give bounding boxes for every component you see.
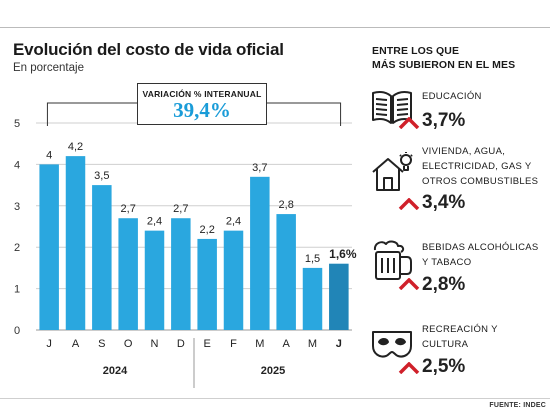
theater-mask-icon [372,331,412,358]
category-label: RECREACIÓN Y CULTURA [422,322,498,352]
beer-mug-icon [373,240,412,280]
value-label: 2,4 [147,216,162,228]
y-tick-label: 3 [14,201,20,213]
bar [197,238,217,330]
value-label: 2,7 [121,203,136,215]
chart-panel: Evolución del costo de vida oficial En p… [13,40,357,388]
x-tick-label: M [308,338,317,350]
bottom-rule [0,398,550,399]
interannual-value: 39,4% [173,98,231,122]
y-tick-label: 2 [14,242,20,254]
value-label: 3,5 [94,170,109,182]
category-housing: VIVIENDA, AGUA, ELECTRICIDAD, GAS Y OTRO… [370,140,548,220]
year-label: 2024 [103,365,128,377]
y-tick-label: 0 [14,325,20,337]
category-value: 2,8% [422,274,466,295]
top-rule [0,27,550,28]
chart-grid [36,122,352,331]
chart-title: Evolución del costo de vida oficial [13,40,284,59]
y-axis-ticks: 0 1 2 3 4 5 [14,118,20,337]
x-tick-label: J [336,338,342,350]
x-tick-label: O [124,338,133,350]
y-tick-label: 1 [14,284,20,296]
category-value: 3,4% [422,192,466,213]
label-line: ELECTRICIDAD, GAS Y [422,161,532,172]
label-line: CULTURA [422,339,469,350]
bar [302,267,323,330]
bar [92,185,112,330]
book-icon [372,91,412,124]
x-tick-label: N [151,338,159,350]
sidebar-header-line1: ENTRE LOS QUE [372,45,460,57]
bar-chart: 0 1 2 3 4 5 4 4,2 3,5 2,7 2,4 2,7 2,2 2,4 3,7 2,8 1,5 1,… [14,102,357,388]
label-line: BEBIDAS ALCOHÓLICAS [422,242,539,253]
value-label: 2,2 [200,224,215,236]
x-tick-label: E [203,338,210,350]
y-tick-label: 4 [14,159,20,171]
x-tick-label: M [255,338,264,350]
x-tick-label: D [177,338,185,350]
category-recreation: RECREACIÓN Y CULTURA 2,5% [370,320,548,382]
up-arrow-icon [398,362,420,374]
interannual-box: VARIACIÓN % INTERANUAL 39,4% [137,83,267,125]
sidebar: ENTRE LOS QUE MÁS SUBIERON EN EL MES EDU… [362,0,550,416]
x-tick-label: A [282,338,290,350]
bar [118,218,138,330]
chart-bars [39,156,349,330]
bar [276,214,296,330]
category-label: EDUCACIÓN [422,89,482,104]
x-tick-label: J [46,338,52,350]
value-label: 1,5 [305,253,320,265]
interannual-label: VARIACIÓN % INTERANUAL [142,89,262,99]
bar [144,230,165,330]
label-line: Y TABACO [422,257,472,268]
up-arrow-icon [398,278,420,290]
value-label: 4 [46,149,52,161]
value-label: 4,2 [68,141,83,153]
sidebar-header-line2: MÁS SUBIERON EN EL MES [372,59,516,71]
sidebar-header: ENTRE LOS QUE MÁS SUBIERON EN EL MES [372,44,515,72]
label-line: VIVIENDA, AGUA, [422,146,506,157]
category-value: 2,5% [422,356,466,377]
up-arrow-icon [398,198,420,210]
label-line: RECREACIÓN Y [422,324,498,335]
bar [171,218,191,330]
x-tick-label: F [230,338,237,350]
label-line: OTROS COMBUSTIBLES [422,176,539,187]
x-tick-label: S [98,338,105,350]
value-label: 2,8 [279,199,294,211]
year-label: 2025 [261,365,285,377]
category-value: 3,7% [422,110,466,131]
category-beverages: BEBIDAS ALCOHÓLICAS Y TABACO 2,8% [370,238,548,300]
bar [39,164,59,330]
year-labels: 2024 2025 [103,338,285,388]
category-education: EDUCACIÓN 3,7% [370,83,548,135]
x-tick-label: A [72,338,80,350]
category-label: BEBIDAS ALCOHÓLICAS Y TABACO [422,240,539,270]
value-label: 2,7 [173,203,188,215]
value-labels: 4 4,2 3,5 2,7 2,4 2,7 2,2 2,4 3,7 2,8 1,5 1,6% [46,141,357,265]
chart-subtitle: En porcentaje [13,62,84,74]
up-arrow-icon [398,117,420,129]
bar-highlight [329,263,349,330]
bar [223,230,244,330]
label-line: EDUCACIÓN [422,91,482,102]
house-bulb-icon [372,152,413,191]
source-note: FUENTE: INDEC [489,402,546,409]
y-tick-label: 5 [14,118,20,130]
value-label: 3,7 [252,162,267,174]
bar [250,176,270,330]
value-label: 2,4 [226,216,241,228]
value-label: 1,6% [329,247,357,261]
category-label: VIVIENDA, AGUA, ELECTRICIDAD, GAS Y OTRO… [422,144,538,189]
bar [65,156,86,330]
